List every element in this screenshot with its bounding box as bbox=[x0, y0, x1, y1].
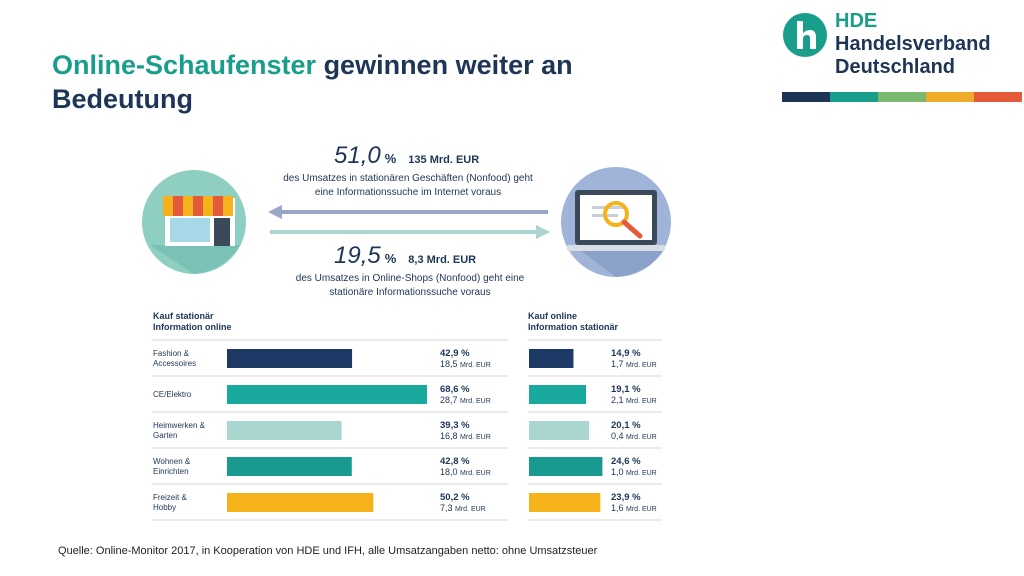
amount-unit: Mrd. EUR bbox=[626, 506, 657, 513]
stat2: 19,5% 8,3 Mrd. EUR bbox=[334, 242, 476, 270]
bar bbox=[227, 457, 352, 476]
left-header-line1: Kauf stationär bbox=[153, 311, 214, 321]
category-label: CE/Elektro bbox=[153, 390, 192, 399]
right-header-line2: Information stationär bbox=[528, 322, 619, 332]
amount-label: 2,1 Mrd. EUR bbox=[611, 395, 657, 405]
value-label: 19,1 % bbox=[611, 384, 641, 395]
category-label: Heimwerken & bbox=[153, 421, 206, 430]
value-label: 14,9 % bbox=[611, 348, 641, 359]
left-header-line2: Information online bbox=[153, 322, 232, 332]
amount-label: 7,3 Mrd. EUR bbox=[440, 503, 486, 513]
stat1-percent-sign: % bbox=[384, 151, 397, 166]
amount-label: 28,7 Mrd. EUR bbox=[440, 395, 491, 405]
hde-logo-icon bbox=[783, 13, 827, 57]
logo-line1: HDE bbox=[835, 10, 878, 32]
stat1-percent: 51,0 bbox=[334, 142, 381, 169]
amount-unit: Mrd. EUR bbox=[460, 470, 491, 477]
bar bbox=[529, 349, 574, 368]
bar bbox=[227, 421, 342, 440]
amount-label: 18,0 Mrd. EUR bbox=[440, 467, 491, 477]
amount-unit: Mrd. EUR bbox=[460, 434, 491, 441]
logo-line3: Deutschland bbox=[835, 56, 956, 78]
left-chart-header: Kauf stationär Information online bbox=[153, 311, 232, 333]
value-label: 24,6 % bbox=[611, 456, 641, 467]
value-label: 20,1 % bbox=[611, 420, 641, 431]
source-note: Quelle: Online-Monitor 2017, in Kooperat… bbox=[58, 545, 598, 557]
bar bbox=[529, 493, 601, 512]
right-header-line1: Kauf online bbox=[528, 311, 577, 321]
stat2-amount: 8,3 Mrd. EUR bbox=[408, 254, 477, 266]
value-label: 68,6 % bbox=[440, 384, 470, 395]
bar bbox=[529, 421, 589, 440]
category-label: Fashion & bbox=[153, 349, 190, 358]
laptop-search-icon bbox=[561, 167, 671, 277]
amount-unit: Mrd. EUR bbox=[460, 362, 491, 369]
right-chart-header: Kauf online Information stationär bbox=[528, 311, 618, 333]
title-rest: gewinnen weiter an Bedeutung bbox=[52, 50, 573, 114]
stat2-percent-sign: % bbox=[384, 251, 397, 266]
stat2-percent: 19,5 bbox=[334, 242, 381, 269]
color-bar-segment bbox=[830, 92, 878, 102]
title-highlight: Online-Schaufenster bbox=[52, 50, 317, 80]
amount-label: 16,8 Mrd. EUR bbox=[440, 431, 491, 441]
amount-unit: Mrd. EUR bbox=[455, 506, 486, 513]
arrow-left-icon bbox=[268, 205, 548, 219]
amount-label: 0,4 Mrd. EUR bbox=[611, 431, 657, 441]
arrow-right-icon bbox=[270, 225, 550, 239]
value-label: 42,9 % bbox=[440, 348, 470, 359]
logo-line2: Handelsverband bbox=[835, 33, 991, 55]
amount-label: 1,6 Mrd. EUR bbox=[611, 503, 657, 513]
amount-unit: Mrd. EUR bbox=[626, 362, 657, 369]
category-label: Freizeit & bbox=[153, 493, 187, 502]
color-bar-segment bbox=[926, 92, 974, 102]
stat1-description: des Umsatzes in stationären Geschäften (… bbox=[283, 173, 533, 198]
amount-unit: Mrd. EUR bbox=[626, 398, 657, 405]
stat1-amount: 135 Mrd. EUR bbox=[408, 154, 480, 166]
value-label: 50,2 % bbox=[440, 492, 470, 503]
category-label: Einrichten bbox=[153, 467, 189, 476]
amount-label: 1,0 Mrd. EUR bbox=[611, 467, 657, 477]
color-bar-segment bbox=[782, 92, 830, 102]
bar bbox=[227, 349, 353, 368]
stat1: 51,0% 135 Mrd. EUR bbox=[334, 142, 479, 170]
category-label: Garten bbox=[153, 431, 177, 440]
amount-unit: Mrd. EUR bbox=[626, 434, 657, 441]
page-title: Online-Schaufenster gewinnen weiter an B… bbox=[52, 48, 692, 116]
value-label: 42,8 % bbox=[440, 456, 470, 467]
shop-icon bbox=[142, 170, 246, 274]
category-label: Wohnen & bbox=[153, 457, 191, 466]
logo-text: HDE Handelsverband Deutschland bbox=[835, 10, 991, 79]
bar bbox=[529, 385, 586, 404]
value-label: 23,9 % bbox=[611, 492, 641, 503]
amount-unit: Mrd. EUR bbox=[460, 398, 491, 405]
logo-color-bar bbox=[782, 92, 1022, 102]
amount-label: 18,5 Mrd. EUR bbox=[440, 359, 491, 369]
stat2-description: des Umsatzes in Online-Shops (Nonfood) g… bbox=[295, 273, 525, 298]
amount-label: 1,7 Mrd. EUR bbox=[611, 359, 657, 369]
color-bar-segment bbox=[974, 92, 1022, 102]
value-label: 39,3 % bbox=[440, 420, 470, 431]
bar bbox=[529, 457, 603, 476]
category-label: Hobby bbox=[153, 503, 176, 512]
category-label: Accessoires bbox=[153, 359, 196, 368]
bar bbox=[227, 385, 427, 404]
amount-unit: Mrd. EUR bbox=[626, 470, 657, 477]
bar bbox=[227, 493, 374, 512]
color-bar-segment bbox=[878, 92, 926, 102]
